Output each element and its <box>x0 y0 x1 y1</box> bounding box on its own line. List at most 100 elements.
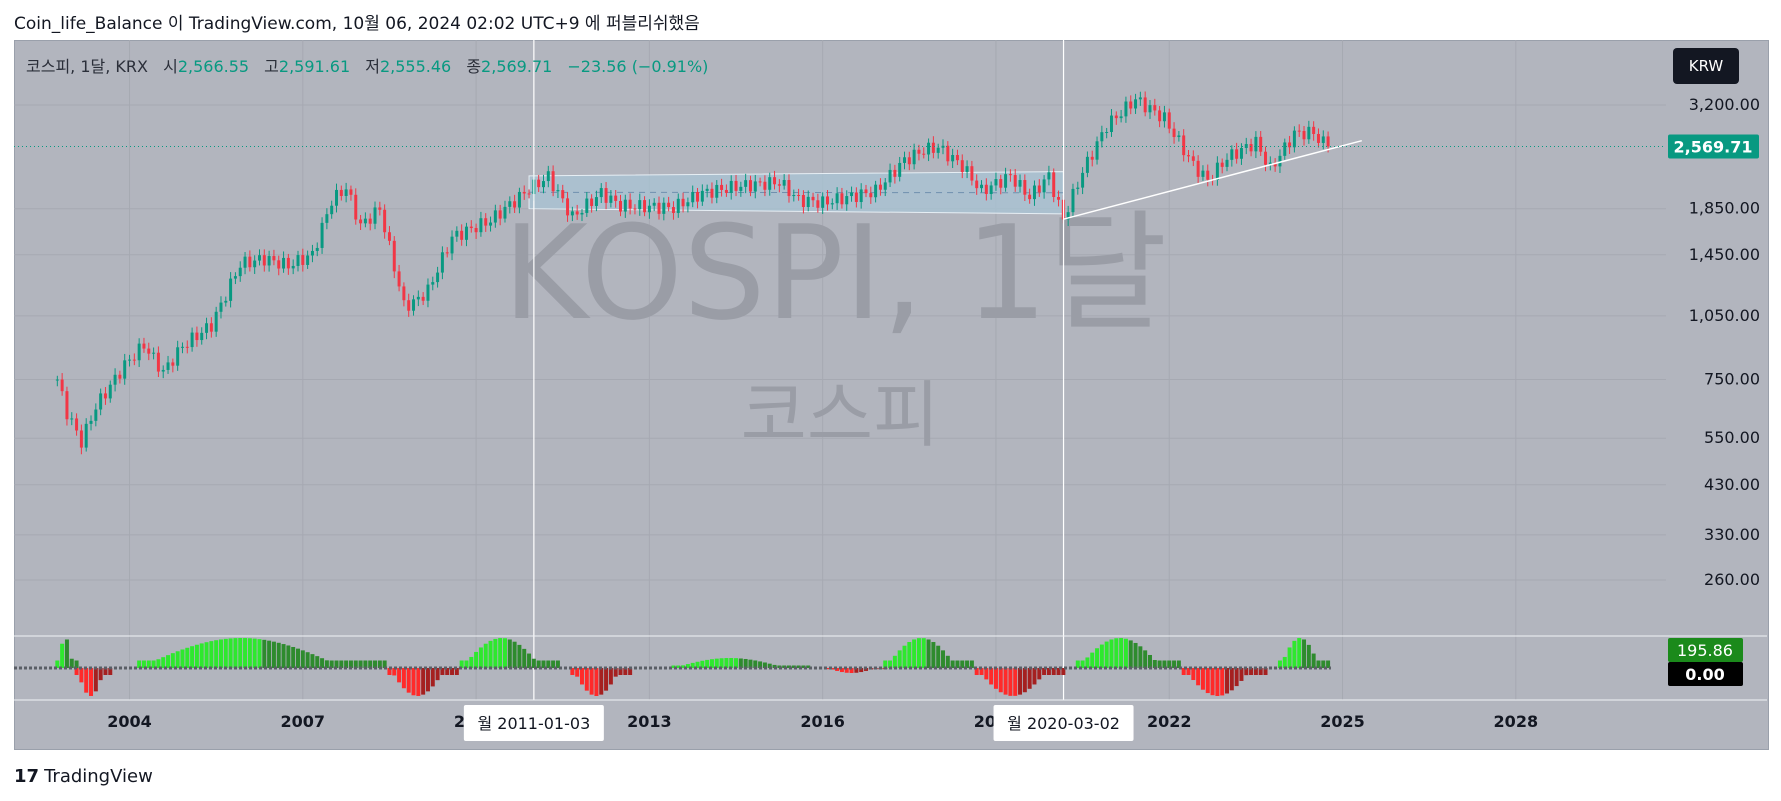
candle-body <box>89 420 93 424</box>
osc-bar <box>931 642 936 668</box>
osc-bar <box>1013 668 1018 696</box>
osc-bar <box>252 638 257 668</box>
osc-bar <box>695 661 700 668</box>
candle-body <box>469 226 473 229</box>
candle-body <box>123 360 127 379</box>
osc-bar <box>613 668 618 677</box>
osc-bar <box>1104 641 1109 668</box>
candle-body <box>79 430 83 448</box>
oscillator <box>55 638 1331 696</box>
candle-body <box>359 219 363 224</box>
candle-body <box>638 200 642 210</box>
osc-bar <box>1196 668 1201 686</box>
y-tick-label: 550.00 <box>1704 428 1760 447</box>
candle-body <box>763 181 767 190</box>
osc-bar <box>1282 656 1287 668</box>
watermark-symbol: KOSPI, 1달 <box>503 197 1168 349</box>
osc-bar <box>454 668 459 675</box>
candle-body <box>103 393 107 399</box>
candle-body <box>407 300 411 311</box>
candle-body <box>205 323 209 333</box>
candle-body <box>541 181 545 188</box>
osc-bar <box>921 638 926 668</box>
osc-bar <box>243 638 248 668</box>
candle-body <box>1239 147 1243 159</box>
candle-body <box>464 226 468 240</box>
y-tick-label: 1,050.00 <box>1689 306 1760 325</box>
candle-body <box>710 188 714 198</box>
osc-bar <box>1128 640 1133 668</box>
candle-body <box>777 184 781 186</box>
candle-body <box>397 271 401 287</box>
candle-body <box>1264 151 1268 165</box>
y-tick-label: 1,450.00 <box>1689 245 1760 264</box>
candle-body <box>1100 132 1104 142</box>
osc-bar <box>218 639 223 668</box>
x-tick-label: 2007 <box>281 712 326 731</box>
osc-bar <box>767 663 772 668</box>
osc-bar <box>79 668 84 683</box>
osc-bar <box>1119 638 1124 668</box>
x-tick-label: 2025 <box>1320 712 1365 731</box>
osc-bar <box>1311 653 1316 668</box>
candle-body <box>537 179 541 188</box>
osc-bar <box>368 660 373 668</box>
candle-body <box>1215 162 1219 181</box>
osc-bar <box>483 643 488 668</box>
candle-body <box>1307 126 1311 140</box>
candle-body <box>806 196 810 208</box>
candle-body <box>137 343 141 361</box>
candle-body <box>724 189 728 193</box>
osc-bar <box>435 668 440 681</box>
osc-bar <box>180 649 185 668</box>
chart-frame[interactable] <box>14 40 1769 750</box>
osc-bar <box>786 665 791 668</box>
candle-body <box>946 145 950 162</box>
osc-bar <box>421 668 426 695</box>
osc-bar <box>1321 660 1326 668</box>
tradingview-logo[interactable]: 17 TradingView <box>14 766 153 787</box>
candle-body <box>1254 136 1258 152</box>
candle-body <box>984 184 988 194</box>
candle-body <box>1201 170 1205 177</box>
osc-bar <box>1090 652 1095 668</box>
candle-body <box>686 202 690 207</box>
candle-body <box>1220 162 1224 167</box>
osc-bar <box>969 660 974 668</box>
osc-bar <box>209 641 214 668</box>
candle-body <box>594 197 598 206</box>
candle-body <box>1182 135 1186 156</box>
candle-body <box>301 255 305 265</box>
candle-body <box>460 230 464 240</box>
candle-body <box>1109 115 1113 132</box>
osc-bar <box>941 650 946 668</box>
currency-button[interactable]: KRW <box>1673 48 1739 84</box>
candle-body <box>1052 172 1056 198</box>
osc-bar <box>464 660 469 668</box>
osc-bar <box>758 661 763 668</box>
osc-bar <box>305 652 310 668</box>
candle-body <box>1288 142 1292 148</box>
osc-bar <box>1302 639 1307 668</box>
candle-body <box>970 166 974 181</box>
candle-body <box>748 180 752 192</box>
osc-bar <box>719 658 724 668</box>
osc-bar <box>141 660 146 668</box>
candle-body <box>55 379 59 381</box>
candle-body <box>1023 180 1027 195</box>
osc-bar <box>738 658 743 668</box>
candle-body <box>599 188 603 198</box>
osc-bar <box>502 638 507 668</box>
candle-body <box>152 352 156 354</box>
osc-bar <box>228 638 233 668</box>
candle-body <box>320 222 324 248</box>
osc-bar <box>1172 660 1177 668</box>
candle-body <box>1312 126 1316 134</box>
symbol-label[interactable]: 코스피, 1달, KRX <box>26 57 148 76</box>
osc-bar <box>401 668 406 689</box>
candle-body <box>561 190 565 199</box>
osc-bar <box>1133 642 1138 668</box>
low-label: 저 <box>365 57 380 76</box>
osc-bar <box>580 668 584 685</box>
